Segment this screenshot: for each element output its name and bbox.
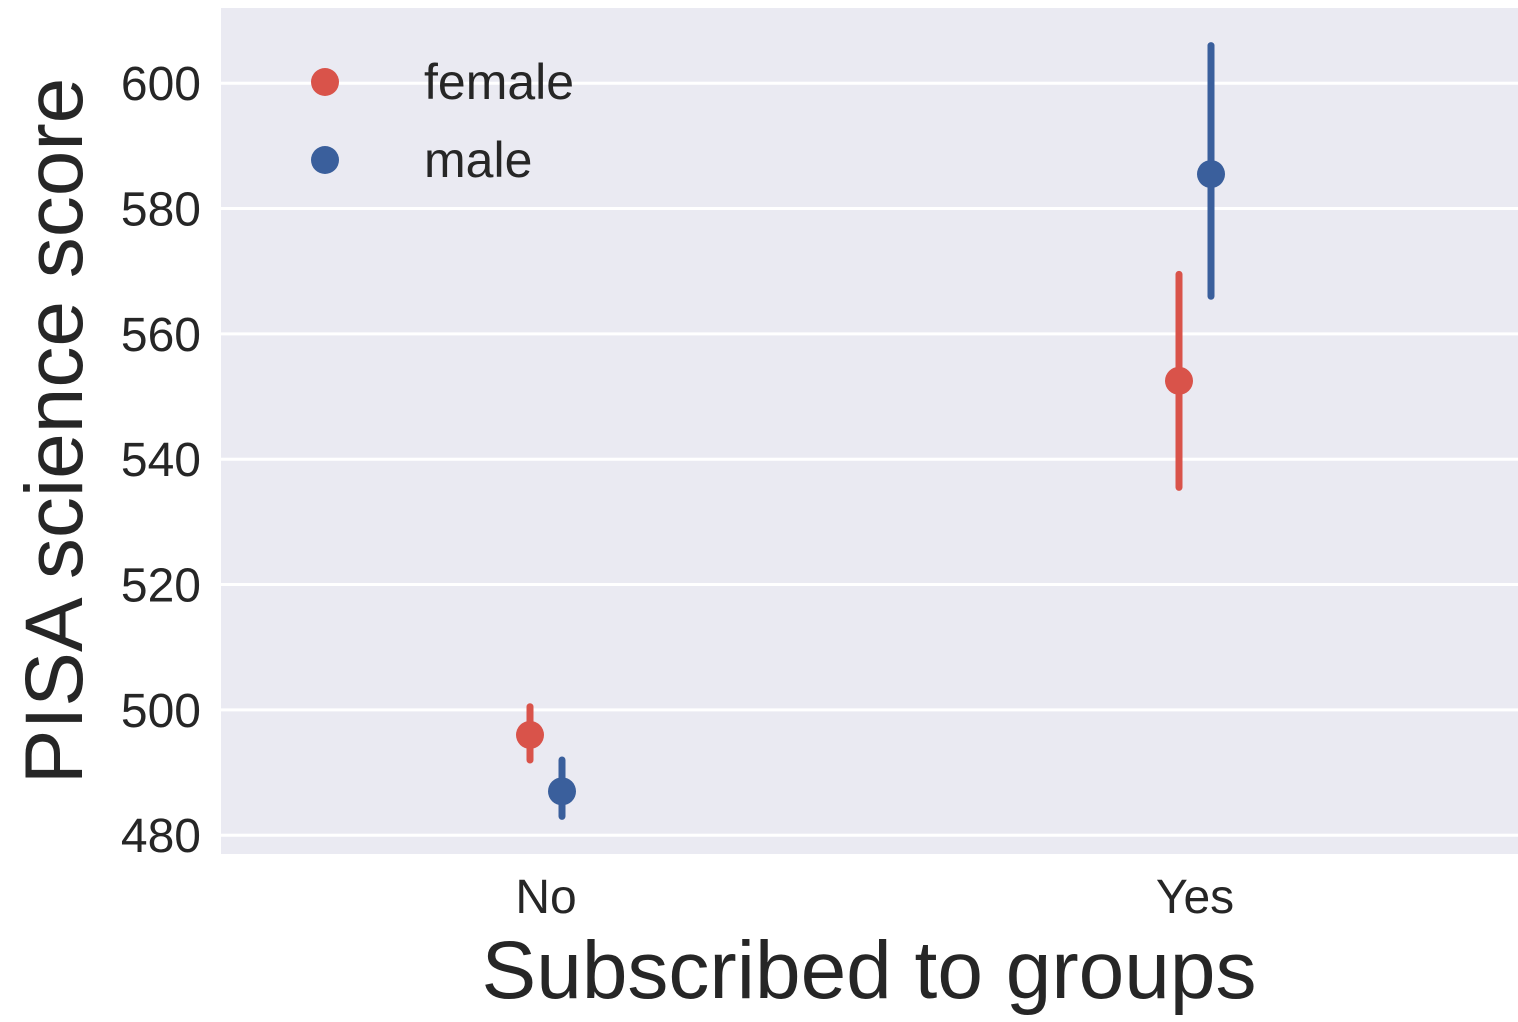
y-tick-label-0: 480: [121, 810, 201, 863]
y-tick-label-5: 580: [121, 184, 201, 237]
y-axis-title: PISA science score: [9, 78, 100, 784]
legend: female male: [311, 54, 574, 188]
data-marks: [516, 42, 1225, 820]
point-male-no: [548, 777, 576, 806]
legend-marker-male: [311, 146, 339, 174]
x-tick-label-no: No: [515, 871, 576, 924]
y-tick-label-3: 540: [121, 434, 201, 487]
x-tick-label-yes: Yes: [1156, 871, 1234, 924]
y-tick-labels: 480 500 520 540 560 580 600: [121, 58, 201, 863]
point-male-yes: [1197, 160, 1225, 189]
gridlines: [221, 81, 1518, 837]
point-female-no: [516, 720, 544, 749]
plot-background: [221, 8, 1518, 854]
legend-label-female: female: [424, 54, 574, 110]
y-tick-label-2: 520: [121, 560, 201, 613]
legend-label-male: male: [424, 132, 532, 188]
x-tick-labels: No Yes: [515, 871, 1234, 924]
x-axis-title: Subscribed to groups: [482, 925, 1257, 1016]
legend-marker-female: [311, 68, 339, 96]
y-tick-label-1: 500: [121, 685, 201, 738]
y-tick-label-4: 560: [121, 309, 201, 362]
point-female-yes: [1165, 366, 1193, 395]
y-tick-label-6: 600: [121, 58, 201, 111]
